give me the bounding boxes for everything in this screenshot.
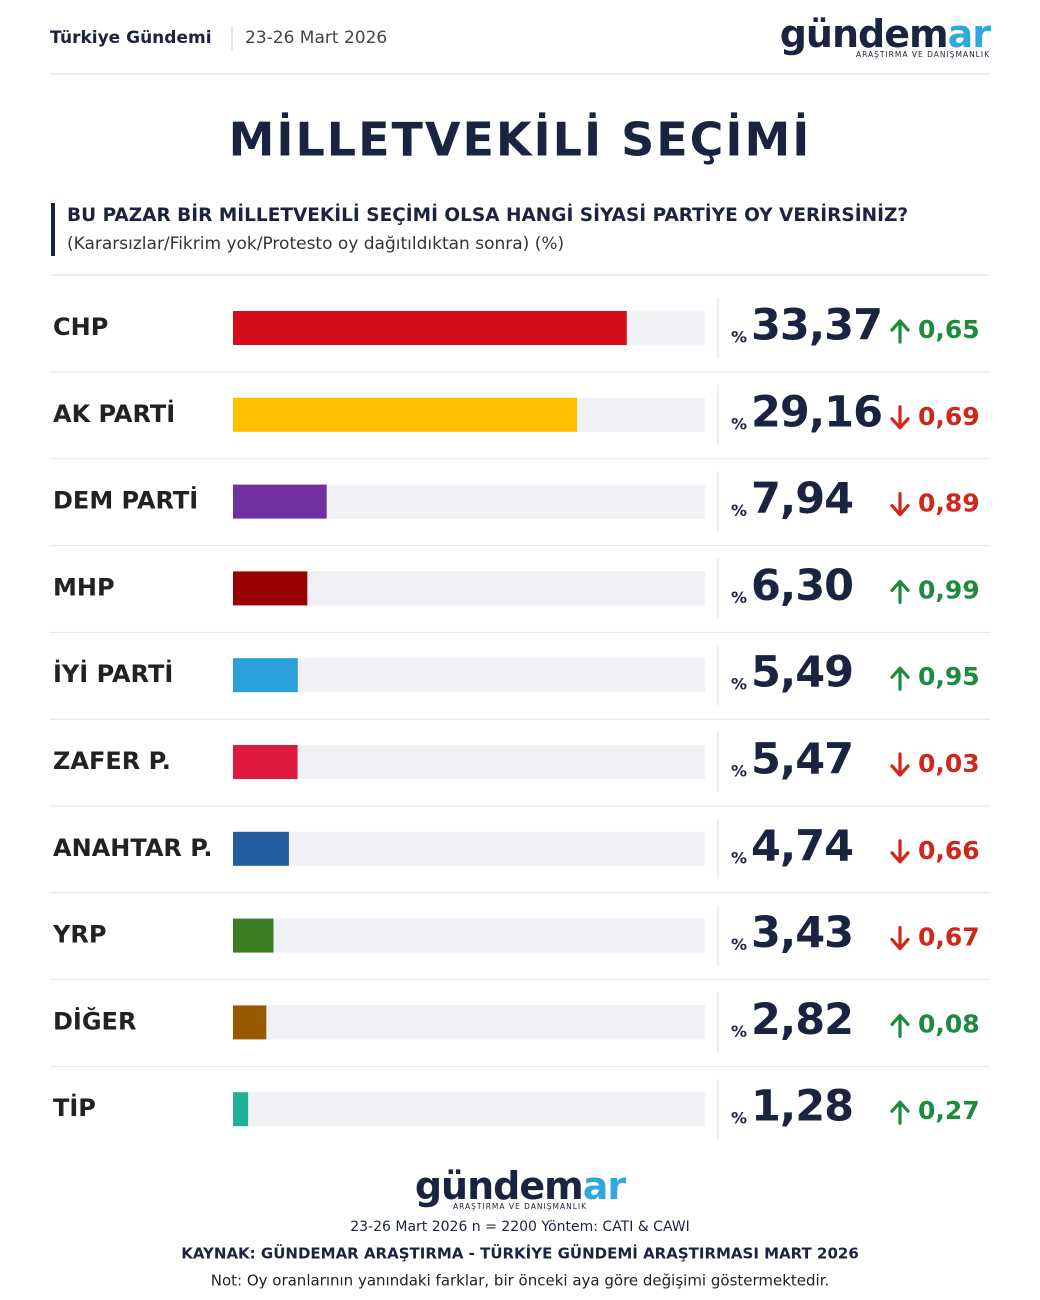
change-label: 0,03 — [918, 749, 980, 778]
value-prefix: % — [731, 675, 747, 694]
bar-track — [233, 745, 705, 779]
bar — [233, 658, 298, 693]
party-label: TİP — [53, 1093, 96, 1122]
bar — [233, 397, 578, 432]
change-label: 0,69 — [918, 402, 980, 431]
change-label: 0,67 — [918, 923, 980, 952]
value-prefix: % — [731, 414, 747, 433]
change-arrow — [890, 319, 910, 344]
party-label: ZAFER P. — [53, 747, 171, 775]
change-arrow — [890, 1013, 910, 1038]
change-arrow — [890, 666, 910, 691]
bar — [233, 1092, 249, 1127]
bar-track — [233, 831, 705, 866]
footer-logo: gündemar — [415, 1164, 627, 1208]
change-label: 0,95 — [918, 662, 980, 691]
change-arrow — [890, 752, 910, 777]
party-label: DİĞER — [53, 1005, 136, 1035]
change-label: 0,99 — [918, 575, 980, 604]
bar — [233, 745, 298, 779]
party-label: AK PARTİ — [53, 399, 175, 428]
value-label: 29,16 — [751, 387, 882, 437]
value-prefix: % — [731, 1109, 747, 1128]
change-arrow — [890, 839, 910, 864]
section: Türkiye Gündemi — [50, 28, 212, 48]
value-prefix: % — [731, 935, 747, 954]
party-label: DEM PARTİ — [53, 486, 198, 515]
bar-track — [233, 658, 705, 693]
date: 23-26 Mart 2026 — [245, 28, 387, 48]
change-arrow — [890, 1100, 910, 1125]
party-label: İYİ PARTİ — [53, 659, 173, 688]
value-label: 5,47 — [751, 735, 853, 785]
bar — [233, 571, 308, 606]
bar — [233, 1005, 267, 1040]
bar — [233, 918, 274, 953]
logo: gündemar — [780, 12, 992, 56]
value-prefix: % — [731, 501, 747, 520]
change-arrow — [890, 926, 910, 951]
question-bar — [51, 203, 55, 256]
party-label: CHP — [53, 313, 108, 341]
change-label: 0,89 — [918, 489, 980, 518]
change-arrow — [890, 405, 910, 430]
change-label: 0,27 — [918, 1096, 980, 1125]
bar-track — [233, 1092, 705, 1127]
bar-track — [233, 571, 705, 606]
source: KAYNAK: GÜNDEMAR ARAŞTIRMA - TÜRKİYE GÜN… — [181, 1244, 859, 1263]
logo-main: gündem — [415, 1164, 583, 1208]
logo-main: gündem — [780, 12, 948, 56]
logo-accent: ar — [948, 12, 992, 56]
change-arrow — [890, 492, 910, 517]
value-label: 1,28 — [751, 1082, 853, 1132]
note: Not: Oy oranlarının yanındaki farklar, b… — [211, 1272, 830, 1290]
method: 23-26 Mart 2026 n = 2200 Yöntem: CATI & … — [350, 1219, 690, 1235]
value-prefix: % — [731, 588, 747, 607]
change-arrow — [890, 579, 910, 604]
bar-track — [233, 918, 705, 953]
party-label: ANAHTAR P. — [53, 834, 213, 862]
bar — [233, 311, 627, 345]
change-label: 0,66 — [918, 836, 980, 865]
value-label: 6,30 — [751, 561, 853, 611]
value-label: 5,49 — [751, 648, 853, 698]
value-label: 33,37 — [751, 301, 882, 351]
party-label: MHP — [53, 573, 115, 601]
value-label: 4,74 — [751, 821, 853, 871]
value-prefix: % — [731, 328, 747, 347]
bar — [233, 831, 289, 866]
value-prefix: % — [731, 1022, 747, 1041]
title: MİLLETVEKİLİ SEÇİMİ — [229, 113, 812, 167]
value-label: 7,94 — [751, 474, 853, 524]
value-prefix: % — [731, 762, 747, 781]
question: BU PAZAR BİR MİLLETVEKİLİ SEÇİMİ OLSA HA… — [67, 204, 908, 226]
logo-accent: ar — [583, 1164, 627, 1208]
bar-track — [233, 1005, 705, 1040]
value-label: 3,43 — [751, 908, 853, 958]
party-label: YRP — [52, 921, 106, 949]
change-label: 0,08 — [918, 1009, 980, 1038]
value-label: 2,82 — [751, 995, 853, 1045]
footer-tagline: ARAŞTIRMA VE DANIŞMANLIK — [453, 1202, 587, 1211]
subtitle: (Kararsızlar/Fikrim yok/Protesto oy dağı… — [67, 234, 564, 254]
change-label: 0,65 — [918, 315, 980, 344]
value-prefix: % — [731, 848, 747, 867]
logo-tagline: ARAŞTIRMA VE DANIŞMANLIK — [856, 50, 990, 59]
bar — [233, 484, 327, 519]
